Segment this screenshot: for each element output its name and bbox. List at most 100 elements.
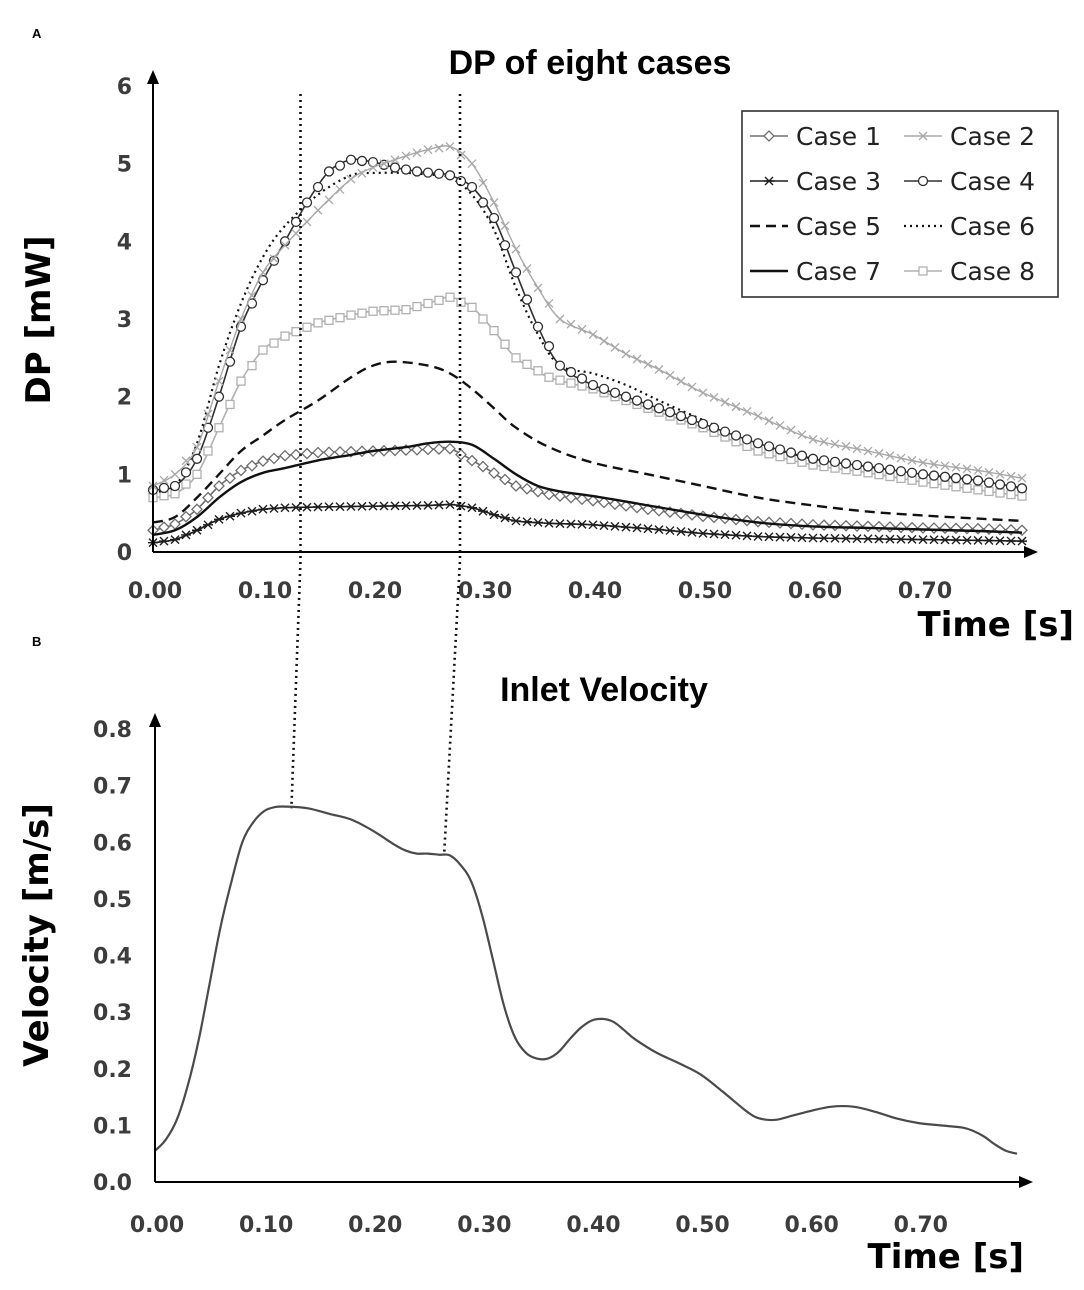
- series-marker: [367, 156, 379, 168]
- series-marker: [433, 443, 445, 456]
- legend-label: Case 3: [796, 167, 881, 196]
- series-marker: [280, 240, 290, 250]
- x-tick-label: 0.70: [898, 579, 952, 604]
- series-marker: [995, 488, 1005, 498]
- series-marker: [786, 532, 796, 542]
- series-marker: [357, 501, 367, 511]
- series-marker: [423, 145, 433, 155]
- series-marker: [830, 439, 840, 449]
- series-marker: [268, 255, 280, 266]
- legend-box: [741, 110, 1059, 298]
- series-marker: [961, 522, 973, 535]
- series-marker: [214, 423, 224, 433]
- series-marker: [764, 416, 774, 426]
- series-marker: [433, 168, 445, 179]
- y-tick-label: 4: [117, 230, 132, 255]
- series-marker: [907, 534, 917, 544]
- y-tick-label: 2: [117, 386, 132, 411]
- series-marker: [357, 168, 367, 178]
- series-marker: [225, 511, 235, 521]
- series-marker: [544, 518, 554, 528]
- series-marker: [698, 528, 708, 538]
- series-marker: [192, 525, 202, 535]
- series-marker: [181, 456, 191, 466]
- panel-b: B Inlet Velocity 0.00 0.10 0.20 0.30 0.40 0.5…: [17, 634, 1033, 1277]
- y-tick-label: 0.1: [93, 1114, 132, 1139]
- series-marker: [819, 533, 829, 543]
- panel-b-letter: B: [32, 634, 41, 649]
- series-marker: [896, 534, 906, 544]
- series-marker: [290, 216, 302, 228]
- series-marker: [170, 535, 180, 545]
- series-marker: [522, 517, 532, 527]
- series-marker: [874, 448, 884, 458]
- series-marker: [422, 167, 434, 178]
- series-marker: [533, 283, 543, 293]
- series-marker: [268, 452, 280, 465]
- series-marker: [345, 154, 357, 165]
- series-marker: [654, 525, 664, 535]
- series-marker: [521, 482, 533, 495]
- series-marker: [906, 467, 918, 478]
- series-marker: [158, 521, 170, 534]
- y-tick-label: 0: [117, 541, 132, 566]
- series-marker: [983, 477, 995, 488]
- series-marker: [599, 521, 609, 531]
- series-marker: [741, 434, 753, 445]
- series-marker: [841, 533, 851, 543]
- series-marker: [709, 392, 719, 402]
- series-marker: [401, 501, 411, 511]
- series-marker: [247, 291, 257, 301]
- series-marker: [742, 531, 752, 541]
- series-marker: [609, 498, 621, 511]
- series-case-4: [147, 154, 1028, 496]
- series-marker: [917, 522, 929, 534]
- x-tick-label: 0.60: [785, 1213, 839, 1238]
- series-marker: [895, 521, 907, 534]
- series-marker: [687, 527, 697, 537]
- series-line: [152, 145, 1023, 487]
- series-marker: [620, 499, 632, 512]
- series-marker: [444, 442, 456, 455]
- series-inlet-velocity: [154, 805, 1018, 1155]
- series-marker: [1005, 481, 1017, 492]
- series-marker: [785, 517, 797, 530]
- series-marker: [192, 442, 202, 452]
- chart-b-ylabel: Velocity [m/s]: [17, 803, 57, 1067]
- series-marker: [280, 331, 290, 341]
- series-marker: [862, 520, 874, 533]
- series-marker: [346, 501, 356, 511]
- series-marker: [346, 310, 356, 320]
- series-marker: [467, 503, 477, 513]
- chart-b-xticks: 0.00 0.10 0.20 0.30 0.40 0.50 0.60 0.70: [130, 1213, 948, 1238]
- x-tick-label: 0.40: [566, 1213, 620, 1238]
- series-marker: [610, 343, 620, 352]
- series-marker: [291, 502, 301, 512]
- series-marker: [169, 480, 181, 492]
- series-marker: [995, 469, 1005, 479]
- series-marker: [719, 426, 731, 437]
- series-marker: [445, 500, 455, 510]
- series-marker: [500, 513, 510, 523]
- series-marker: [1006, 536, 1016, 546]
- series-marker: [598, 496, 610, 509]
- chart-a-xlabel: Time [s]: [918, 605, 1075, 645]
- series-marker: [939, 522, 951, 535]
- series-marker: [775, 420, 785, 430]
- series-marker: [422, 443, 434, 456]
- series-marker: [950, 522, 962, 535]
- legend-marker: [918, 131, 928, 141]
- series-marker: [511, 516, 521, 526]
- series-marker: [532, 321, 544, 332]
- series-marker: [708, 422, 720, 433]
- series-marker: [170, 469, 180, 479]
- chart-a-ylabel: DP [mW]: [19, 236, 59, 405]
- legend-entry-case-2: Case 2: [904, 122, 1035, 151]
- series-marker: [555, 519, 565, 529]
- series-marker: [191, 453, 203, 464]
- series-marker: [885, 451, 895, 461]
- chart-b-series: [154, 805, 1018, 1155]
- reference-line: [290, 94, 302, 809]
- series-marker: [489, 510, 499, 520]
